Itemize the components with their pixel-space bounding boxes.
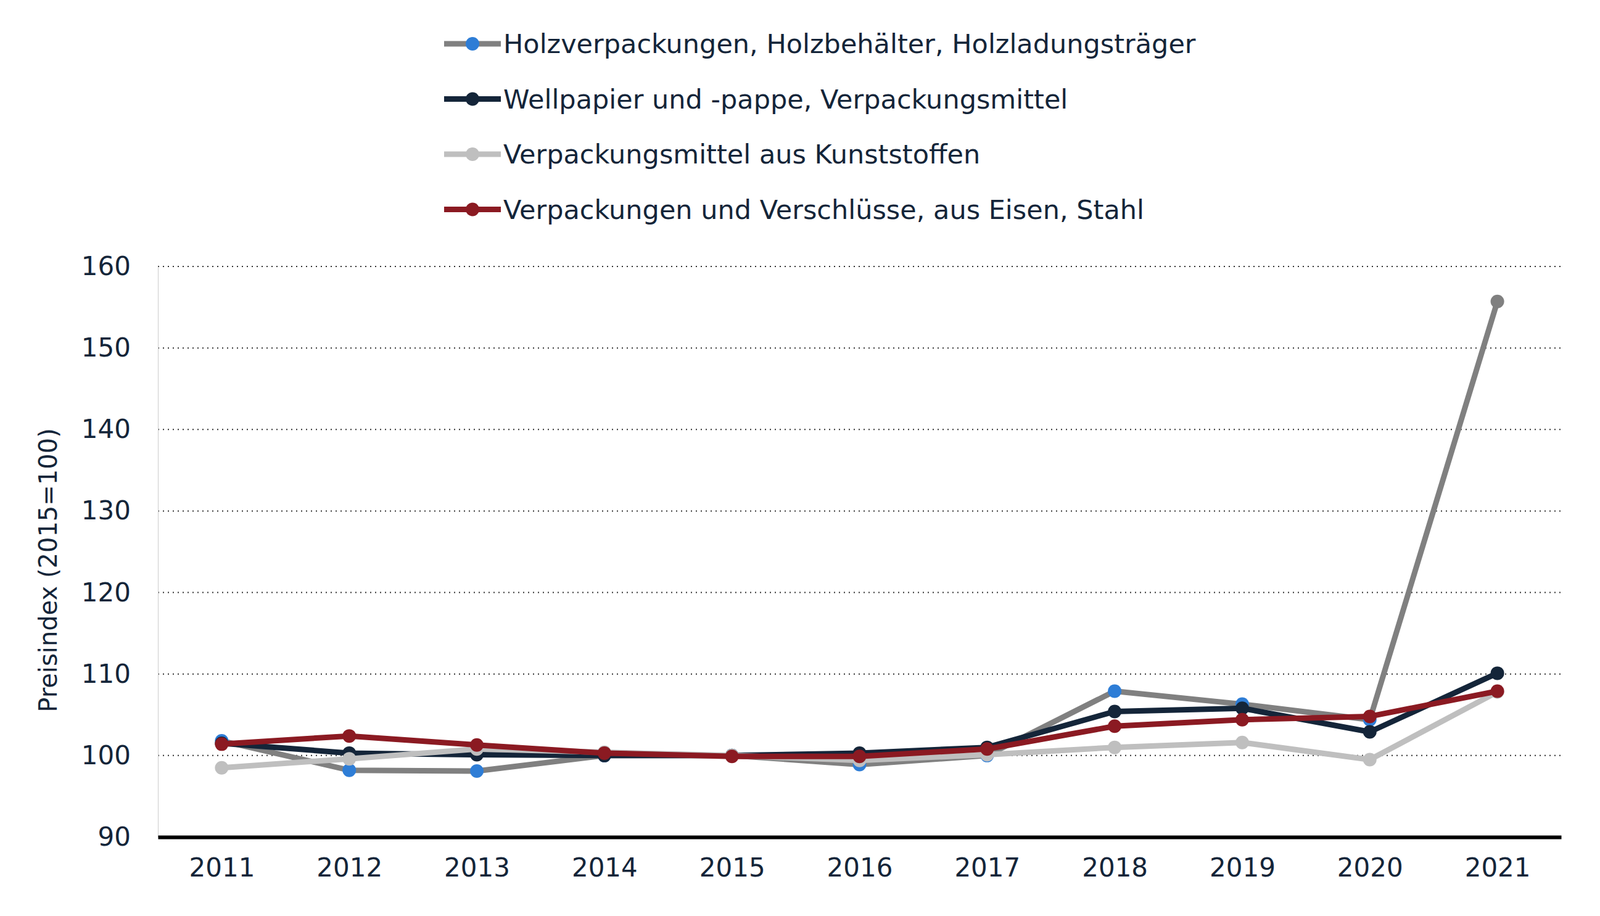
- legend-marker: [465, 202, 480, 217]
- y-axis-title: Preisindex (2015=100): [33, 428, 63, 713]
- grid-line: [157, 347, 1562, 349]
- y-tick-label: 90: [98, 821, 131, 852]
- x-tick: 2015: [699, 837, 766, 883]
- series-marker: [597, 746, 612, 760]
- series-line: [221, 301, 1497, 772]
- x-tick: 2011: [188, 837, 255, 883]
- series-marker: [980, 742, 994, 756]
- y-axis-line: [157, 267, 159, 838]
- x-axis-line: [158, 835, 1562, 840]
- y-tick: 120: [81, 577, 158, 608]
- y-tick-label: 120: [81, 577, 131, 608]
- series-marker: [1107, 684, 1122, 698]
- y-tick: 90: [98, 821, 158, 852]
- x-tick-label: 2012: [316, 852, 383, 883]
- legend-label: Verpackungen und Verschlüsse, aus Eisen,…: [503, 194, 1145, 226]
- y-tick-label: 130: [81, 495, 131, 526]
- x-tick: 2018: [1081, 837, 1148, 883]
- x-tick: 2020: [1337, 837, 1404, 883]
- series-marker: [853, 749, 867, 763]
- series-marker: [1363, 709, 1377, 723]
- x-tick: 2014: [571, 837, 638, 883]
- legend-label: Wellpapier und -pappe, Verpackungsmittel: [503, 83, 1068, 115]
- x-tick-label: 2015: [699, 852, 766, 883]
- x-tick: 2021: [1464, 837, 1531, 883]
- grid-line: [157, 428, 1562, 430]
- series-line: [221, 690, 1497, 757]
- x-tick: 2013: [444, 837, 511, 883]
- series-marker: [214, 737, 229, 751]
- legend-marker: [465, 147, 480, 161]
- series-marker: [1363, 752, 1377, 767]
- x-tick: 2012: [316, 837, 383, 883]
- y-tick: 160: [81, 251, 158, 282]
- y-tick: 140: [81, 413, 158, 445]
- grid-line: [157, 265, 1562, 268]
- y-tick-label: 160: [81, 251, 131, 282]
- y-axis: 90 100 110 120 130 140 150 160: [81, 251, 159, 852]
- legend-label: Verpackungsmittel aus Kunststoffen: [503, 138, 981, 170]
- x-tick-label: 2011: [188, 852, 255, 883]
- series-marker: [1490, 294, 1505, 309]
- series-marker: [725, 749, 739, 763]
- x-tick-label: 2017: [954, 852, 1021, 883]
- y-tick-label: 150: [81, 332, 131, 363]
- series-marker: [1107, 719, 1122, 733]
- x-tick-label: 2018: [1081, 852, 1148, 883]
- x-tick-label: 2021: [1464, 852, 1531, 883]
- series-marker: [342, 751, 356, 766]
- plot-area: [214, 294, 1504, 778]
- series-line: [221, 692, 1497, 768]
- grid: [0, 0, 1562, 756]
- series-marker: [1235, 713, 1250, 727]
- series-marker: [214, 761, 229, 775]
- series-marker: [470, 738, 484, 752]
- legend-marker: [465, 37, 480, 51]
- x-axis: 2011 2012 2013 2014 2015 2016 2017 2018 2019 2020…: [158, 837, 1562, 883]
- series-marker: [342, 729, 356, 743]
- y-tick-label: 140: [81, 413, 131, 445]
- x-tick: 2017: [954, 837, 1021, 883]
- y-tick: 130: [81, 495, 158, 526]
- legend-label: Holzverpackungen, Holzbehälter, Holzladu…: [503, 28, 1196, 60]
- series-marker: [1490, 666, 1505, 680]
- y-tick-label: 100: [81, 740, 131, 771]
- legend-marker: [465, 92, 480, 107]
- x-tick-label: 2016: [827, 852, 894, 883]
- x-tick: 2016: [827, 837, 894, 883]
- series-marker: [1107, 705, 1122, 719]
- legend: Holzverpackungen, Holzbehälter, Holzladu…: [444, 28, 1196, 226]
- series-marker: [470, 764, 484, 778]
- chart: 9010011012013014015016020112012201320142…: [0, 0, 1600, 916]
- grid-line: [157, 673, 1562, 675]
- y-tick: 100: [81, 740, 158, 771]
- x-tick-label: 2019: [1209, 852, 1276, 883]
- y-tick: 150: [81, 332, 158, 363]
- y-tick: 110: [81, 658, 158, 689]
- series-marker: [1107, 740, 1122, 755]
- x-tick-label: 2013: [444, 852, 511, 883]
- series-marker: [1363, 725, 1377, 739]
- x-tick-label: 2014: [571, 852, 638, 883]
- grid-line: [157, 510, 1562, 512]
- series-marker: [1490, 684, 1505, 698]
- grid-line: [157, 592, 1562, 594]
- y-tick-label: 110: [81, 658, 131, 689]
- x-tick: 2019: [1209, 837, 1276, 883]
- series-marker: [1235, 735, 1250, 750]
- x-tick-label: 2020: [1337, 852, 1404, 883]
